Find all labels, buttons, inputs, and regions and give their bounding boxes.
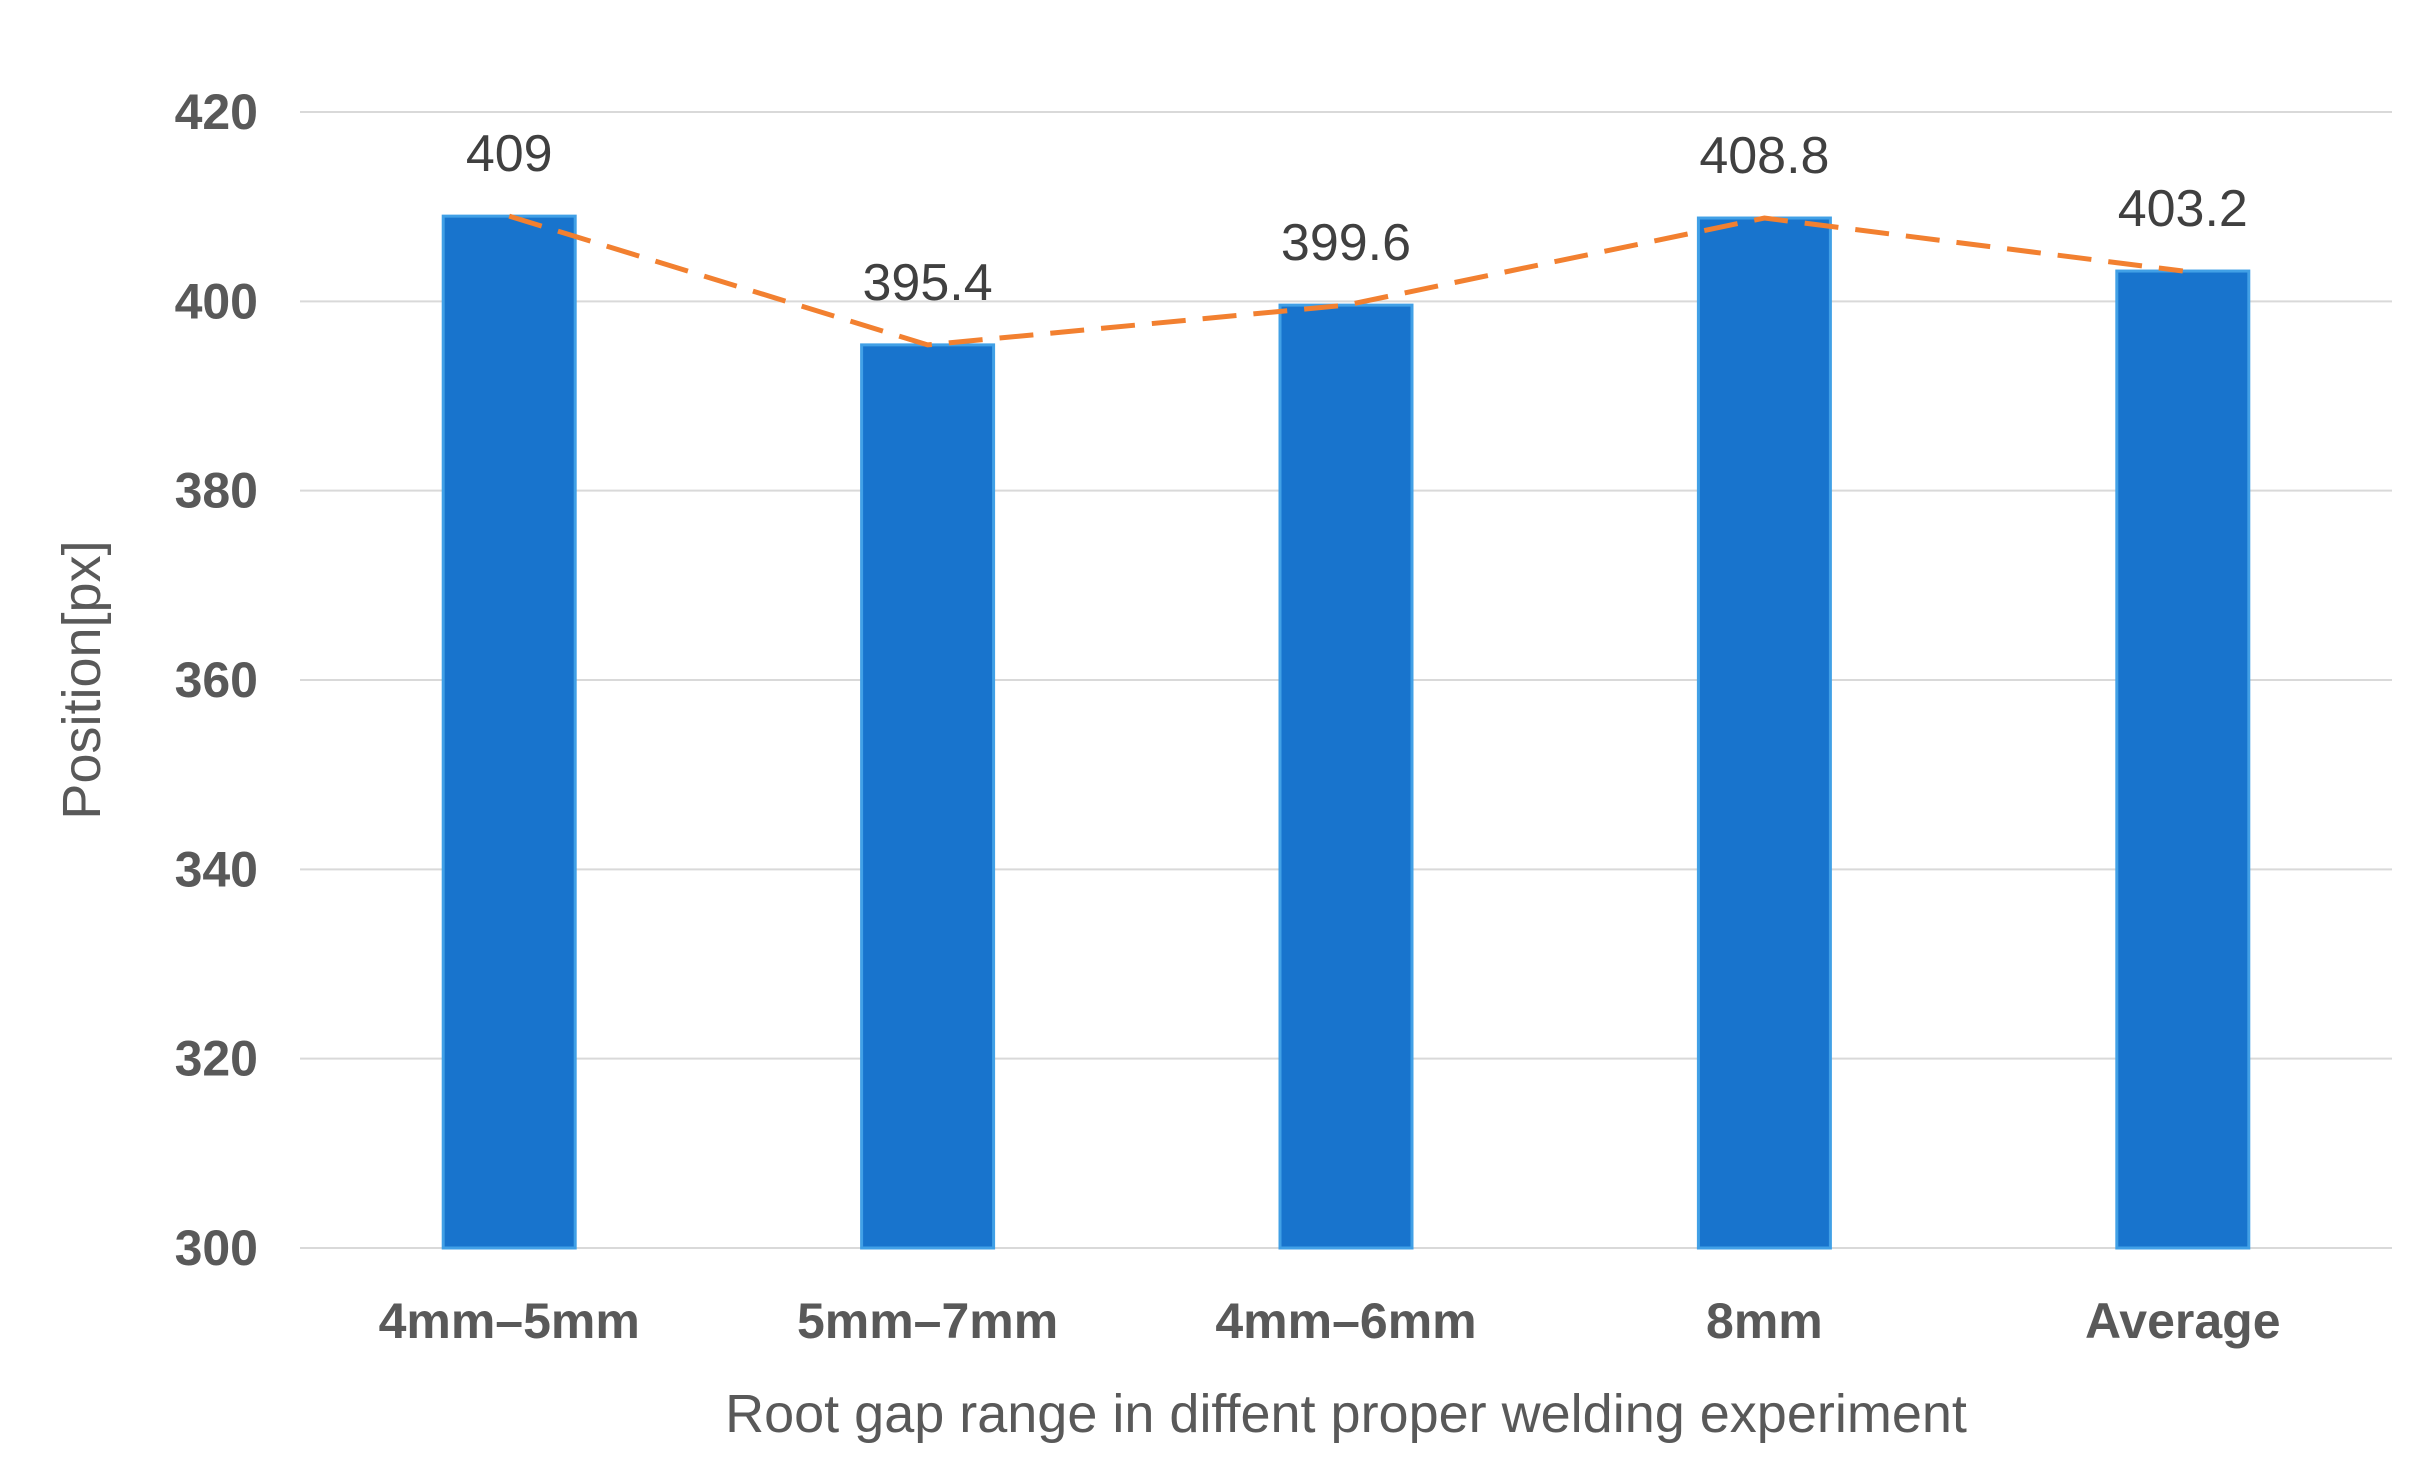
x-tick-label: 4mm–5mm — [379, 1293, 640, 1349]
bar — [860, 343, 996, 1250]
y-tick-label: 360 — [175, 652, 258, 708]
data-label: 399.6 — [1281, 214, 1411, 272]
x-tick-label: Average — [2085, 1293, 2280, 1349]
data-label: 395.4 — [863, 254, 993, 312]
y-tick-label: 320 — [175, 1031, 258, 1087]
y-tick-label: 380 — [175, 463, 258, 519]
y-tick-label: 340 — [175, 841, 258, 897]
bar — [1278, 303, 1414, 1250]
bars — [441, 214, 2251, 1250]
x-tick-label: 8mm — [1706, 1293, 1823, 1349]
y-tick-label: 400 — [175, 273, 258, 329]
data-label: 409 — [466, 125, 553, 183]
x-tick-label: 5mm–7mm — [797, 1293, 1058, 1349]
data-label: 403.2 — [2118, 180, 2248, 238]
bar — [1696, 216, 1832, 1250]
data-label: 408.8 — [1699, 127, 1829, 185]
y-tick-label: 420 — [175, 84, 258, 140]
data-labels: 409 395.4 399.6 408.8 403.2 — [466, 125, 2248, 312]
bar — [2115, 269, 2251, 1250]
bar — [441, 214, 577, 1250]
x-axis-ticks: 4mm–5mm 5mm–7mm 4mm–6mm 8mm Average — [379, 1293, 2281, 1349]
y-axis-title: Position[px] — [52, 540, 112, 819]
x-tick-label: 4mm–6mm — [1215, 1293, 1476, 1349]
y-axis-ticks: 300 320 340 360 380 400 420 — [175, 84, 258, 1276]
x-axis-title: Root gap range in diffent proper welding… — [725, 1384, 1967, 1444]
y-tick-label: 300 — [175, 1220, 258, 1276]
